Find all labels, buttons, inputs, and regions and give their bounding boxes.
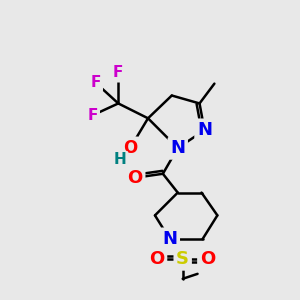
Text: N: N <box>170 139 185 157</box>
Text: F: F <box>87 108 98 123</box>
Text: F: F <box>90 75 101 90</box>
Text: N: N <box>162 230 177 248</box>
Text: F: F <box>113 65 124 80</box>
Text: N: N <box>197 121 212 139</box>
Text: S: S <box>176 250 189 268</box>
Text: O: O <box>200 250 215 268</box>
Text: O: O <box>128 169 143 187</box>
Text: H: H <box>114 152 127 167</box>
Text: O: O <box>123 139 137 157</box>
Text: O: O <box>149 250 165 268</box>
